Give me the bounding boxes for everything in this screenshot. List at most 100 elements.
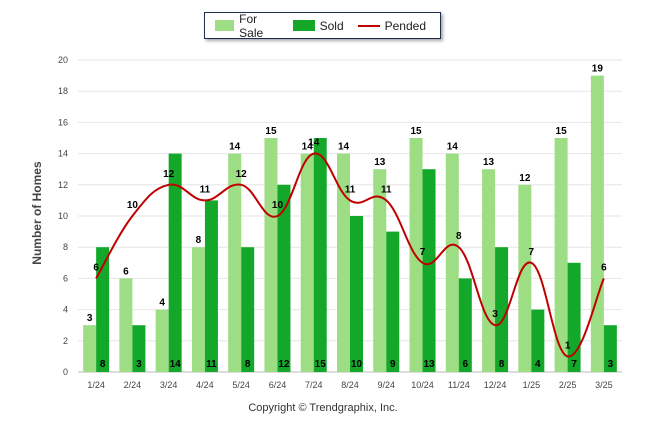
data-label-sold: 7 bbox=[571, 359, 577, 370]
legend-label-sold: Sold bbox=[319, 18, 344, 33]
data-label-for-sale: 4 bbox=[159, 298, 165, 309]
bar-sold bbox=[313, 138, 327, 372]
bar-for-sale bbox=[191, 247, 205, 372]
data-label-for-sale: 19 bbox=[592, 64, 604, 75]
data-label-sold: 8 bbox=[245, 359, 251, 370]
x-tick-label: 3/25 bbox=[595, 380, 613, 390]
y-tick-label: 12 bbox=[58, 180, 68, 190]
x-tick-label: 5/24 bbox=[232, 380, 250, 390]
x-tick-label: 11/24 bbox=[448, 380, 470, 390]
data-label-pended: 14 bbox=[308, 138, 320, 149]
bar-for-sale bbox=[373, 169, 387, 372]
data-label-for-sale: 15 bbox=[265, 126, 277, 137]
x-tick-label: 9/24 bbox=[378, 380, 396, 390]
data-label-for-sale: 13 bbox=[374, 157, 386, 168]
data-label-pended: 1 bbox=[565, 340, 571, 351]
bar-for-sale bbox=[83, 325, 97, 372]
bar-sold bbox=[96, 247, 110, 372]
data-label-for-sale: 8 bbox=[196, 235, 202, 246]
legend-swatch-pended bbox=[357, 24, 380, 27]
bar-sold bbox=[132, 325, 146, 372]
data-label-pended: 6 bbox=[93, 262, 99, 273]
data-label-pended: 10 bbox=[272, 200, 284, 211]
data-label-pended: 6 bbox=[601, 262, 607, 273]
y-tick-label: 20 bbox=[58, 55, 68, 65]
bar-sold bbox=[386, 231, 400, 372]
data-label-pended: 12 bbox=[236, 169, 248, 180]
y-tick-label: 16 bbox=[58, 117, 68, 127]
bar-sold bbox=[168, 153, 182, 372]
data-label-for-sale: 15 bbox=[410, 126, 422, 137]
bar-for-sale bbox=[300, 153, 314, 372]
bar-for-sale bbox=[482, 169, 496, 372]
bar-for-sale bbox=[264, 138, 278, 372]
bar-sold bbox=[495, 247, 509, 372]
bar-for-sale bbox=[119, 278, 133, 372]
x-tick-label: 12/24 bbox=[484, 380, 507, 390]
data-label-pended: 7 bbox=[420, 247, 426, 258]
data-label-pended: 11 bbox=[345, 184, 356, 195]
y-tick-label: 2 bbox=[63, 336, 68, 346]
data-label-sold: 15 bbox=[315, 359, 327, 370]
data-label-pended: 11 bbox=[200, 184, 211, 195]
data-label-sold: 8 bbox=[100, 359, 106, 370]
legend-swatch-sold bbox=[292, 20, 315, 31]
bar-for-sale bbox=[518, 184, 532, 372]
legend-swatch-for-sale bbox=[215, 20, 235, 31]
data-label-for-sale: 14 bbox=[229, 142, 241, 153]
y-tick-label: 18 bbox=[58, 86, 68, 96]
x-tick-label: 1/24 bbox=[87, 380, 105, 390]
data-label-sold: 3 bbox=[608, 359, 614, 370]
y-tick-label: 10 bbox=[58, 211, 68, 221]
x-tick-label: 2/24 bbox=[124, 380, 142, 390]
data-label-pended: 3 bbox=[492, 309, 498, 320]
bar-for-sale bbox=[228, 153, 242, 372]
data-label-sold: 4 bbox=[535, 359, 541, 370]
data-label-sold: 6 bbox=[463, 359, 469, 370]
x-tick-label: 6/24 bbox=[269, 380, 287, 390]
x-tick-label: 7/24 bbox=[305, 380, 323, 390]
y-tick-label: 8 bbox=[63, 242, 68, 252]
legend-label-pended: Pended bbox=[384, 18, 426, 33]
data-label-for-sale: 14 bbox=[338, 142, 350, 153]
bar-sold bbox=[204, 200, 218, 372]
legend-item-for-sale[interactable]: For Sale bbox=[215, 12, 279, 40]
data-label-for-sale: 15 bbox=[556, 126, 568, 137]
data-label-pended: 11 bbox=[381, 184, 392, 195]
x-tick-label: 4/24 bbox=[196, 380, 214, 390]
bar-sold bbox=[277, 184, 291, 372]
bar-sold bbox=[531, 309, 545, 372]
bar-sold bbox=[458, 278, 472, 372]
legend-label-for-sale: For Sale bbox=[239, 11, 264, 40]
data-label-for-sale: 14 bbox=[302, 142, 314, 153]
data-label-for-sale: 13 bbox=[483, 157, 495, 168]
line-pended bbox=[95, 152, 605, 358]
x-tick-label: 2/25 bbox=[559, 380, 577, 390]
x-tick-label: 3/24 bbox=[160, 380, 178, 390]
x-tick-label: 1/25 bbox=[523, 380, 541, 390]
y-tick-label: 6 bbox=[63, 273, 68, 283]
bar-for-sale bbox=[590, 75, 604, 372]
data-label-for-sale: 12 bbox=[519, 173, 531, 184]
data-label-for-sale: 6 bbox=[123, 266, 129, 277]
data-label-for-sale: 14 bbox=[447, 142, 459, 153]
data-label-sold: 13 bbox=[423, 359, 435, 370]
x-tick-label: 8/24 bbox=[341, 380, 359, 390]
bar-sold bbox=[241, 247, 255, 372]
data-label-pended: 8 bbox=[456, 231, 462, 242]
data-label-sold: 10 bbox=[351, 359, 363, 370]
bar-for-sale bbox=[554, 138, 568, 372]
copyright: Copyright © Trendgraphix, Inc. bbox=[248, 402, 398, 414]
data-label-pended: 7 bbox=[529, 247, 535, 258]
bar-sold bbox=[422, 169, 436, 372]
data-label-sold: 14 bbox=[170, 359, 182, 370]
data-label-sold: 9 bbox=[390, 359, 396, 370]
bar-for-sale bbox=[155, 309, 169, 372]
bar-for-sale bbox=[445, 153, 459, 372]
bar-sold bbox=[350, 216, 363, 372]
legend-item-pended[interactable]: Pended bbox=[357, 18, 426, 33]
legend-item-sold[interactable]: Sold bbox=[292, 18, 344, 33]
data-label-sold: 12 bbox=[278, 359, 290, 370]
data-label-sold: 11 bbox=[206, 359, 217, 370]
